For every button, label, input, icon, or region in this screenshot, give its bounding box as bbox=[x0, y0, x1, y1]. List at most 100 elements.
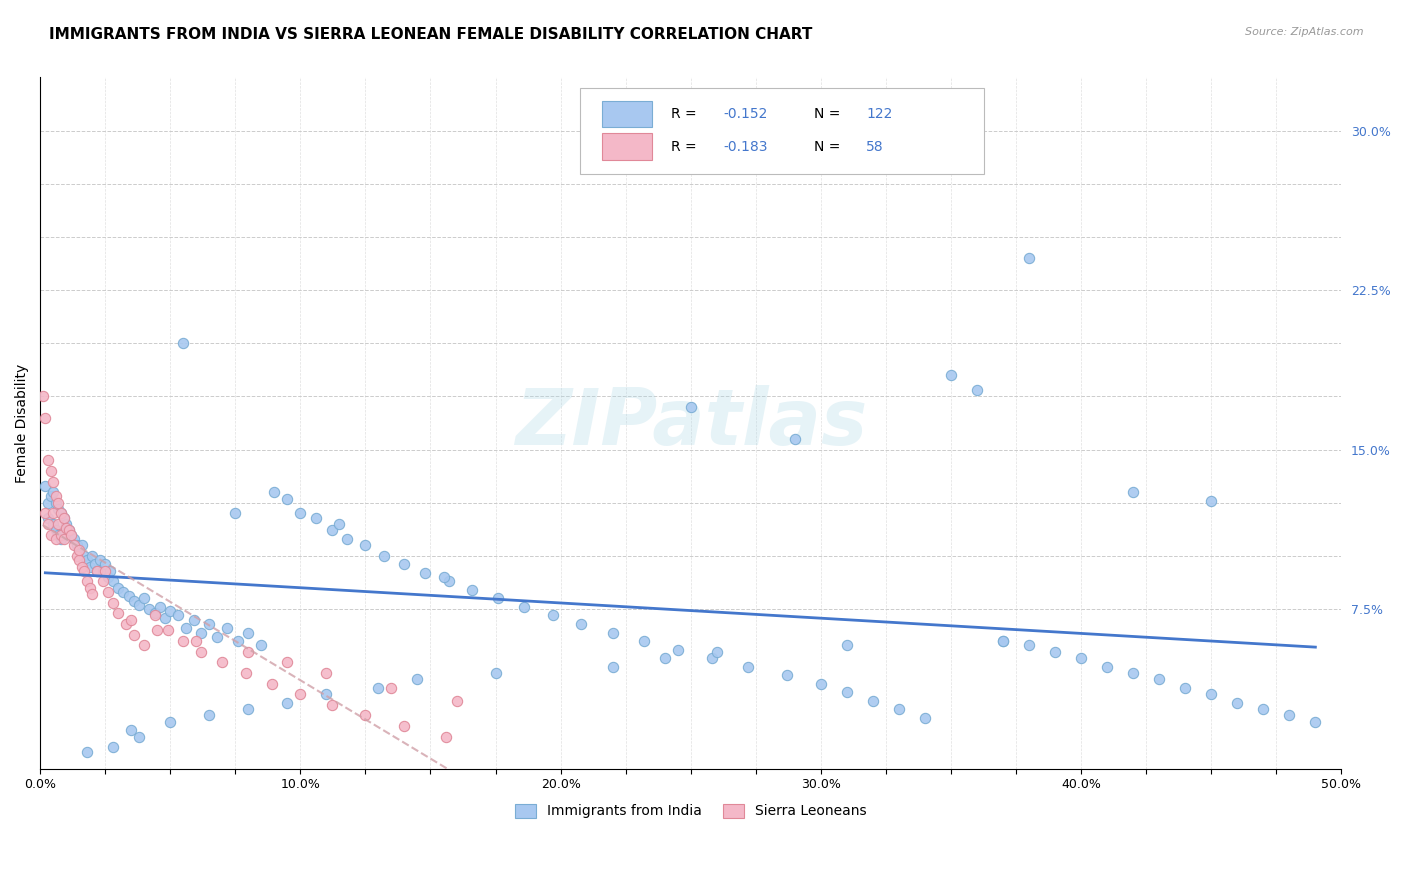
Point bbox=[63, 538, 86, 552]
Point bbox=[290, 507, 312, 521]
Point bbox=[226, 634, 249, 648]
Point bbox=[65, 538, 87, 552]
Point bbox=[143, 608, 166, 623]
Point bbox=[679, 400, 702, 414]
Point bbox=[437, 574, 460, 589]
Point bbox=[159, 604, 181, 618]
Point bbox=[238, 645, 260, 659]
Point bbox=[367, 681, 389, 695]
Point bbox=[198, 708, 221, 723]
Text: N =: N = bbox=[814, 107, 845, 121]
Point bbox=[100, 564, 122, 578]
Point bbox=[484, 665, 506, 680]
Point bbox=[186, 634, 208, 648]
Point bbox=[94, 558, 117, 572]
Point bbox=[486, 591, 509, 606]
Point bbox=[46, 496, 69, 510]
Point bbox=[91, 574, 114, 589]
Point bbox=[31, 389, 53, 403]
Point bbox=[666, 642, 689, 657]
Point bbox=[321, 524, 343, 538]
Bar bbox=[602, 101, 652, 128]
Point bbox=[67, 542, 90, 557]
Point bbox=[183, 613, 205, 627]
FancyBboxPatch shape bbox=[581, 87, 984, 174]
Text: R =: R = bbox=[671, 107, 702, 121]
Point bbox=[97, 585, 120, 599]
Point bbox=[172, 634, 194, 648]
Point bbox=[461, 582, 484, 597]
Point bbox=[60, 527, 83, 541]
Point bbox=[86, 564, 108, 578]
Text: 122: 122 bbox=[866, 107, 893, 121]
Point bbox=[1201, 493, 1223, 508]
Text: 58: 58 bbox=[866, 139, 884, 153]
Point bbox=[776, 668, 799, 682]
Point bbox=[79, 581, 101, 595]
Point bbox=[76, 574, 98, 589]
Text: Source: ZipAtlas.com: Source: ZipAtlas.com bbox=[1246, 27, 1364, 37]
Point bbox=[354, 538, 377, 552]
Point bbox=[250, 638, 273, 652]
Point bbox=[101, 574, 124, 589]
Point bbox=[602, 625, 624, 640]
Point bbox=[315, 687, 337, 701]
Point bbox=[190, 625, 212, 640]
Point bbox=[67, 542, 90, 557]
Point bbox=[260, 676, 283, 690]
Point bbox=[198, 617, 221, 632]
Legend: Immigrants from India, Sierra Leoneans: Immigrants from India, Sierra Leoneans bbox=[509, 798, 872, 824]
Bar bbox=[602, 134, 652, 160]
Point bbox=[939, 368, 962, 383]
Point bbox=[45, 496, 67, 510]
Point bbox=[1018, 638, 1040, 652]
Point bbox=[914, 710, 936, 724]
Point bbox=[1122, 485, 1144, 500]
Point bbox=[783, 432, 806, 446]
Point bbox=[120, 613, 142, 627]
Point bbox=[432, 570, 454, 584]
Point bbox=[83, 558, 105, 572]
Point bbox=[122, 593, 145, 607]
Point bbox=[70, 559, 93, 574]
Point bbox=[1226, 696, 1249, 710]
Point bbox=[134, 638, 156, 652]
Point bbox=[122, 627, 145, 641]
Point bbox=[120, 723, 142, 738]
Point bbox=[887, 702, 910, 716]
Point bbox=[263, 485, 285, 500]
Point bbox=[101, 596, 124, 610]
Point bbox=[52, 510, 75, 524]
Point bbox=[39, 489, 62, 503]
Point bbox=[159, 714, 181, 729]
Y-axis label: Female Disability: Female Disability bbox=[15, 363, 30, 483]
Point bbox=[354, 708, 377, 723]
Point bbox=[238, 702, 260, 716]
Point bbox=[654, 651, 676, 665]
Point bbox=[172, 336, 194, 351]
Point bbox=[602, 659, 624, 673]
Point bbox=[153, 610, 176, 624]
Point bbox=[541, 608, 564, 623]
Point bbox=[1278, 708, 1301, 723]
Point bbox=[276, 655, 298, 669]
Point bbox=[1201, 687, 1223, 701]
Point bbox=[966, 383, 988, 397]
Text: -0.152: -0.152 bbox=[723, 107, 768, 121]
Point bbox=[45, 489, 67, 503]
Point bbox=[224, 507, 246, 521]
Point bbox=[205, 630, 228, 644]
Point bbox=[321, 698, 343, 712]
Point bbox=[706, 645, 728, 659]
Point bbox=[67, 553, 90, 567]
Point bbox=[991, 634, 1014, 648]
Point bbox=[571, 617, 593, 632]
Point bbox=[413, 566, 436, 580]
Point bbox=[89, 553, 111, 567]
Point bbox=[46, 502, 69, 516]
Point bbox=[128, 730, 150, 744]
Point bbox=[70, 538, 93, 552]
Point bbox=[380, 681, 402, 695]
Point bbox=[34, 479, 56, 493]
Point bbox=[65, 549, 87, 563]
